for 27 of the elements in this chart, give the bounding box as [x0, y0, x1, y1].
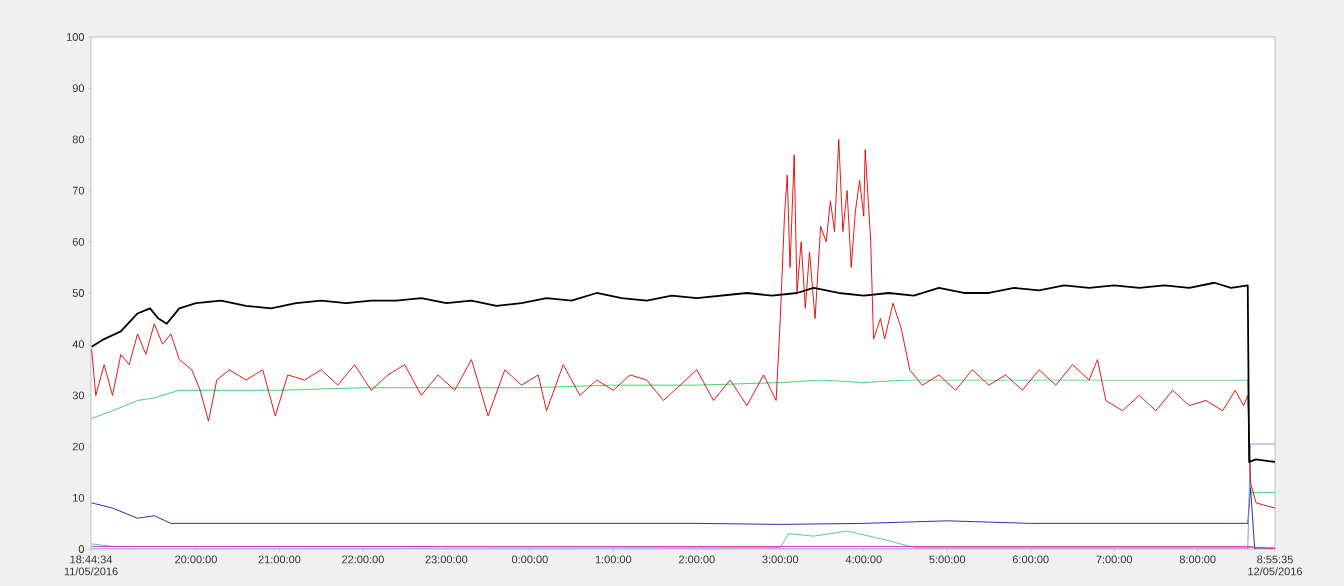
y-tick-label: 100 — [66, 33, 85, 41]
y-tick-label: 20 — [72, 442, 85, 451]
x-tick-label: 8:00:00 — [1179, 555, 1216, 564]
x-tick-label: 7:00:00 — [1096, 555, 1133, 564]
y-tick-label: 0 — [78, 545, 85, 553]
x-tick-label: 0:00:00 — [511, 555, 548, 564]
y-tick-label: 80 — [72, 135, 85, 144]
x-tick-label: 2:00:00 — [679, 555, 715, 564]
x-tick-label: 5:00:00 — [929, 555, 966, 564]
line-series — [91, 138, 1275, 509]
x-tick-label: 3:00:00 — [762, 555, 799, 564]
x-tick-label: 22:00:00 — [342, 555, 384, 564]
y-tick-label: 30 — [72, 391, 85, 400]
x-tick-label: 4:00:00 — [845, 555, 882, 564]
x-tick-label: 8:55:35 12/05/2016 — [1248, 555, 1303, 576]
x-tick-label: 6:00:00 — [1012, 555, 1049, 564]
x-tick-label: 1:00:00 — [595, 555, 632, 564]
y-tick-label: 40 — [72, 340, 85, 349]
x-tick-label: 21:00:00 — [258, 555, 301, 564]
x-tick-label: 23:00:00 — [425, 555, 468, 564]
y-tick-label: 70 — [72, 186, 85, 195]
y-tick-label: 90 — [72, 84, 85, 93]
y-tick-label: 60 — [72, 237, 85, 246]
y-tick-label: 50 — [72, 289, 85, 297]
x-tick-label: 18:44:34 11/05/2016 — [64, 555, 118, 576]
x-tick-label: 20:00:00 — [175, 555, 217, 564]
y-tick-label: 10 — [73, 493, 85, 502]
